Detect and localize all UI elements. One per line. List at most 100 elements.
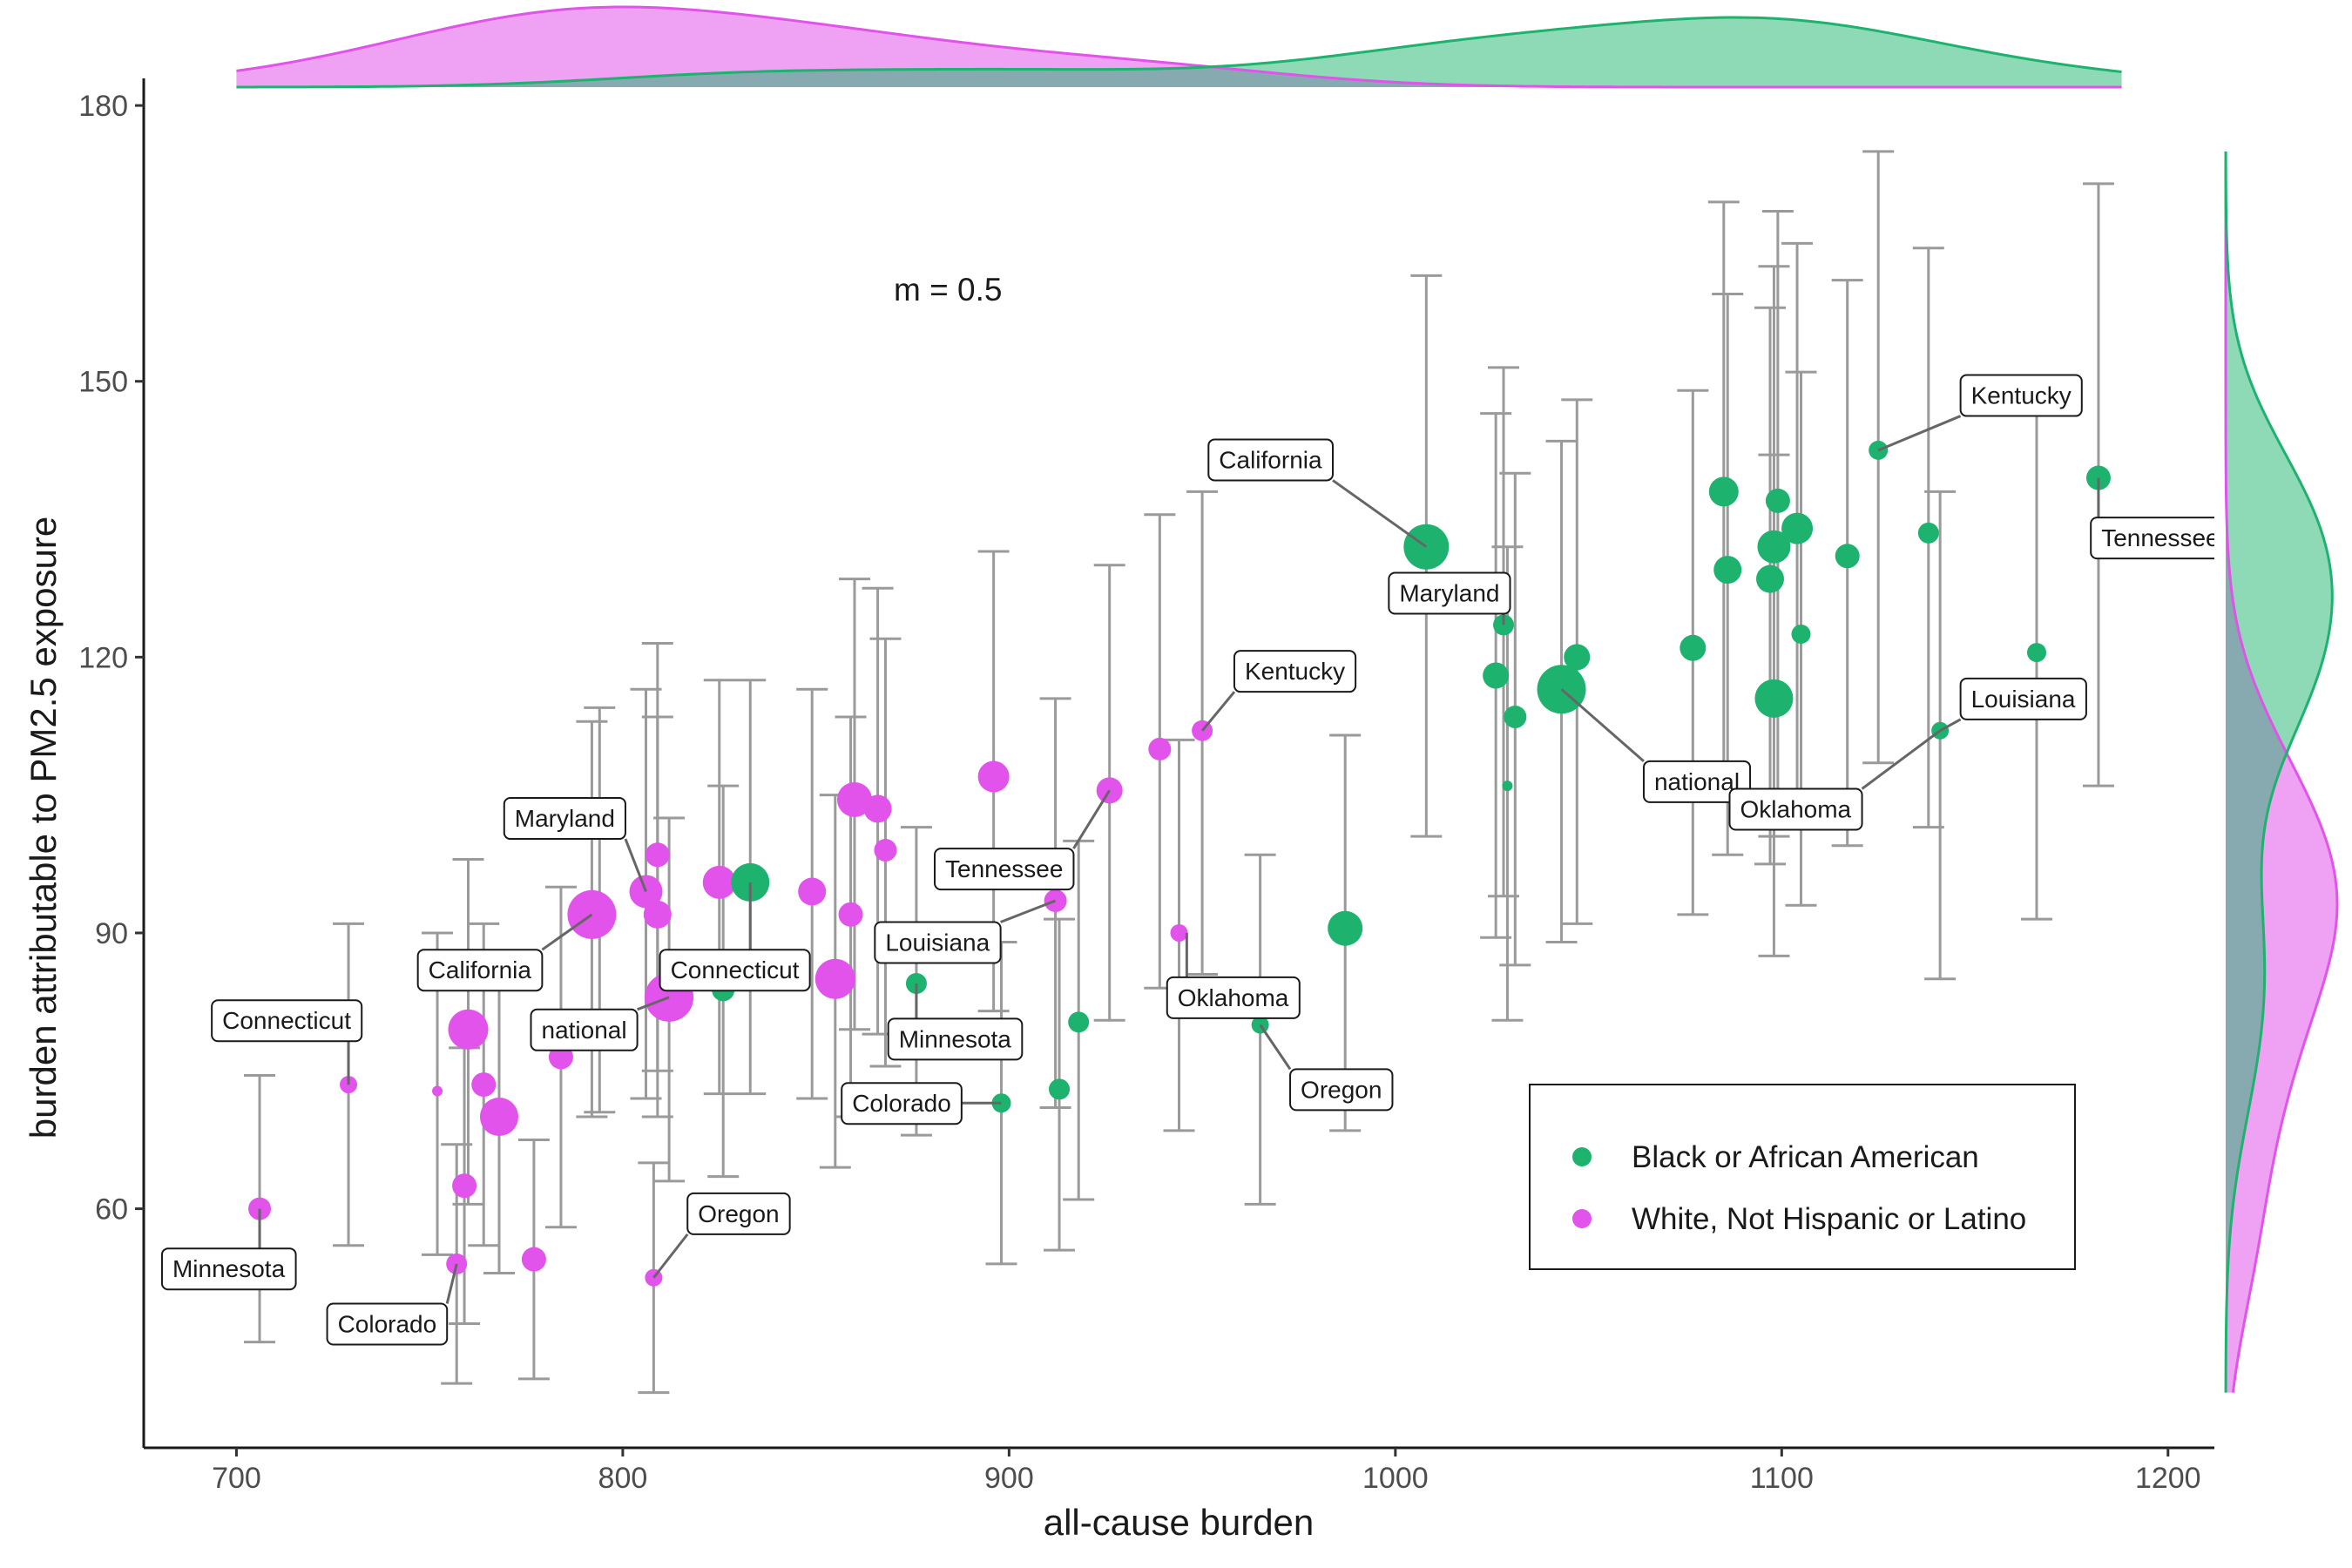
y-tick-label: 180 bbox=[78, 90, 128, 123]
point-black bbox=[1328, 910, 1363, 946]
leader-line bbox=[445, 1263, 458, 1304]
state-label: Connecticut bbox=[659, 882, 811, 992]
legend-label-black: Black or African American bbox=[1632, 1140, 1979, 1174]
state-label-box bbox=[841, 1082, 963, 1125]
state-label-text: Tennessee bbox=[2101, 524, 2219, 551]
point-white bbox=[479, 1098, 518, 1137]
state-label-box bbox=[1642, 760, 1752, 803]
point-white bbox=[1148, 737, 1172, 760]
point-black bbox=[1757, 530, 1791, 564]
state-label-text: Colorado bbox=[338, 1311, 437, 1338]
state-label: California bbox=[416, 913, 593, 992]
x-tick-label: 1000 bbox=[1362, 1462, 1429, 1495]
state-label: Louisiana bbox=[1939, 677, 2087, 733]
point-black bbox=[1756, 564, 1785, 593]
point-black bbox=[1483, 662, 1510, 689]
state-label-text: Maryland bbox=[1399, 579, 1499, 606]
point-black bbox=[1564, 644, 1591, 671]
x-tick-label: 800 bbox=[598, 1462, 648, 1495]
state-label-text: Louisiana bbox=[1971, 686, 2076, 713]
state-label-box bbox=[887, 1017, 1024, 1061]
y-tick-label: 120 bbox=[78, 641, 128, 674]
y-tick-label: 150 bbox=[78, 366, 128, 399]
point-black bbox=[1680, 634, 1707, 661]
state-label-box bbox=[160, 1247, 297, 1291]
state-label-text: Oregon bbox=[1301, 1076, 1382, 1103]
right-density-black-line bbox=[2224, 151, 2334, 1393]
top-marginal-density bbox=[236, 5, 2122, 89]
point-white bbox=[471, 1072, 497, 1098]
point-white bbox=[643, 900, 672, 929]
state-label: California bbox=[1207, 438, 1428, 548]
point-white bbox=[521, 1247, 546, 1272]
state-label: Oregon bbox=[652, 1192, 791, 1279]
top-density-white bbox=[236, 7, 2122, 87]
leader-line bbox=[1200, 691, 1236, 732]
point-white bbox=[863, 794, 892, 823]
point-black bbox=[1765, 488, 1790, 513]
state-label-text: Colorado bbox=[852, 1090, 951, 1117]
legend-label-white: White, Not Hispanic or Latino bbox=[1632, 1202, 2026, 1236]
point-white bbox=[585, 896, 614, 924]
reference-line bbox=[0, 0, 144, 87]
state-label-box bbox=[1388, 571, 1511, 615]
point-black bbox=[1502, 781, 1513, 792]
state-label-text: California bbox=[1219, 446, 1322, 473]
state-label-text: Minnesota bbox=[172, 1255, 286, 1282]
state-label: Maryland bbox=[503, 797, 647, 893]
leader-line bbox=[1877, 415, 1962, 452]
point-black bbox=[2027, 643, 2047, 663]
point-white bbox=[645, 842, 670, 868]
point-black bbox=[1917, 522, 1939, 544]
state-label: national bbox=[530, 996, 670, 1051]
state-label-box bbox=[326, 1302, 449, 1346]
point-black bbox=[1754, 679, 1794, 718]
state-label-box bbox=[1728, 787, 1863, 831]
state-label-box bbox=[934, 848, 1075, 891]
leader-line bbox=[1332, 479, 1428, 548]
y-axis-title: burden attributable to PM2.5 exposure bbox=[23, 517, 64, 1139]
point-white bbox=[1170, 923, 1188, 942]
slope-annotation: m = 0.5 bbox=[894, 272, 1002, 308]
y-tick-label: 60 bbox=[95, 1193, 128, 1227]
state-label-box bbox=[1233, 650, 1357, 693]
leader-line bbox=[1939, 718, 1962, 733]
state-label-text: Connecticut bbox=[671, 956, 800, 983]
state-label-box bbox=[1959, 374, 2083, 417]
state-label-text: Maryland bbox=[515, 805, 615, 832]
state-label: Louisiana bbox=[874, 899, 1057, 964]
point-black bbox=[1504, 705, 1527, 728]
state-label-text: California bbox=[429, 956, 532, 983]
y-tick-label: 90 bbox=[95, 917, 128, 950]
state-label: Colorado bbox=[326, 1263, 458, 1346]
state-label-text: Kentucky bbox=[1971, 382, 2072, 409]
top-density-black-line bbox=[236, 16, 2122, 89]
point-white bbox=[798, 877, 827, 906]
leader-line bbox=[541, 913, 593, 951]
state-label-text: Louisiana bbox=[885, 929, 990, 956]
state-label-text: Oregon bbox=[698, 1200, 779, 1227]
x-tick-label: 1100 bbox=[1750, 1462, 1814, 1495]
state-label: national bbox=[1560, 688, 1752, 803]
point-white bbox=[977, 760, 1010, 793]
state-label: Minnesota bbox=[160, 1208, 297, 1291]
point-black bbox=[1049, 1078, 1071, 1100]
leader-line bbox=[637, 996, 670, 1011]
point-black bbox=[1781, 512, 1814, 544]
state-label-box bbox=[530, 1008, 639, 1051]
state-label-text: national bbox=[542, 1017, 627, 1044]
leader-line bbox=[1560, 688, 1645, 762]
point-white bbox=[838, 902, 863, 927]
legend-box bbox=[1529, 1084, 2076, 1270]
state-label-box bbox=[1207, 438, 1335, 482]
state-label-text: national bbox=[1654, 768, 1740, 795]
legend-marker-black bbox=[1572, 1147, 1592, 1166]
state-label: Kentucky bbox=[1200, 650, 1357, 732]
state-label: Tennessee bbox=[934, 789, 1111, 891]
state-label-box bbox=[686, 1192, 791, 1235]
state-label: Maryland bbox=[1388, 571, 1511, 625]
state-label-box bbox=[874, 921, 1002, 964]
point-white bbox=[874, 838, 897, 862]
legend-marker-white bbox=[1572, 1209, 1592, 1228]
